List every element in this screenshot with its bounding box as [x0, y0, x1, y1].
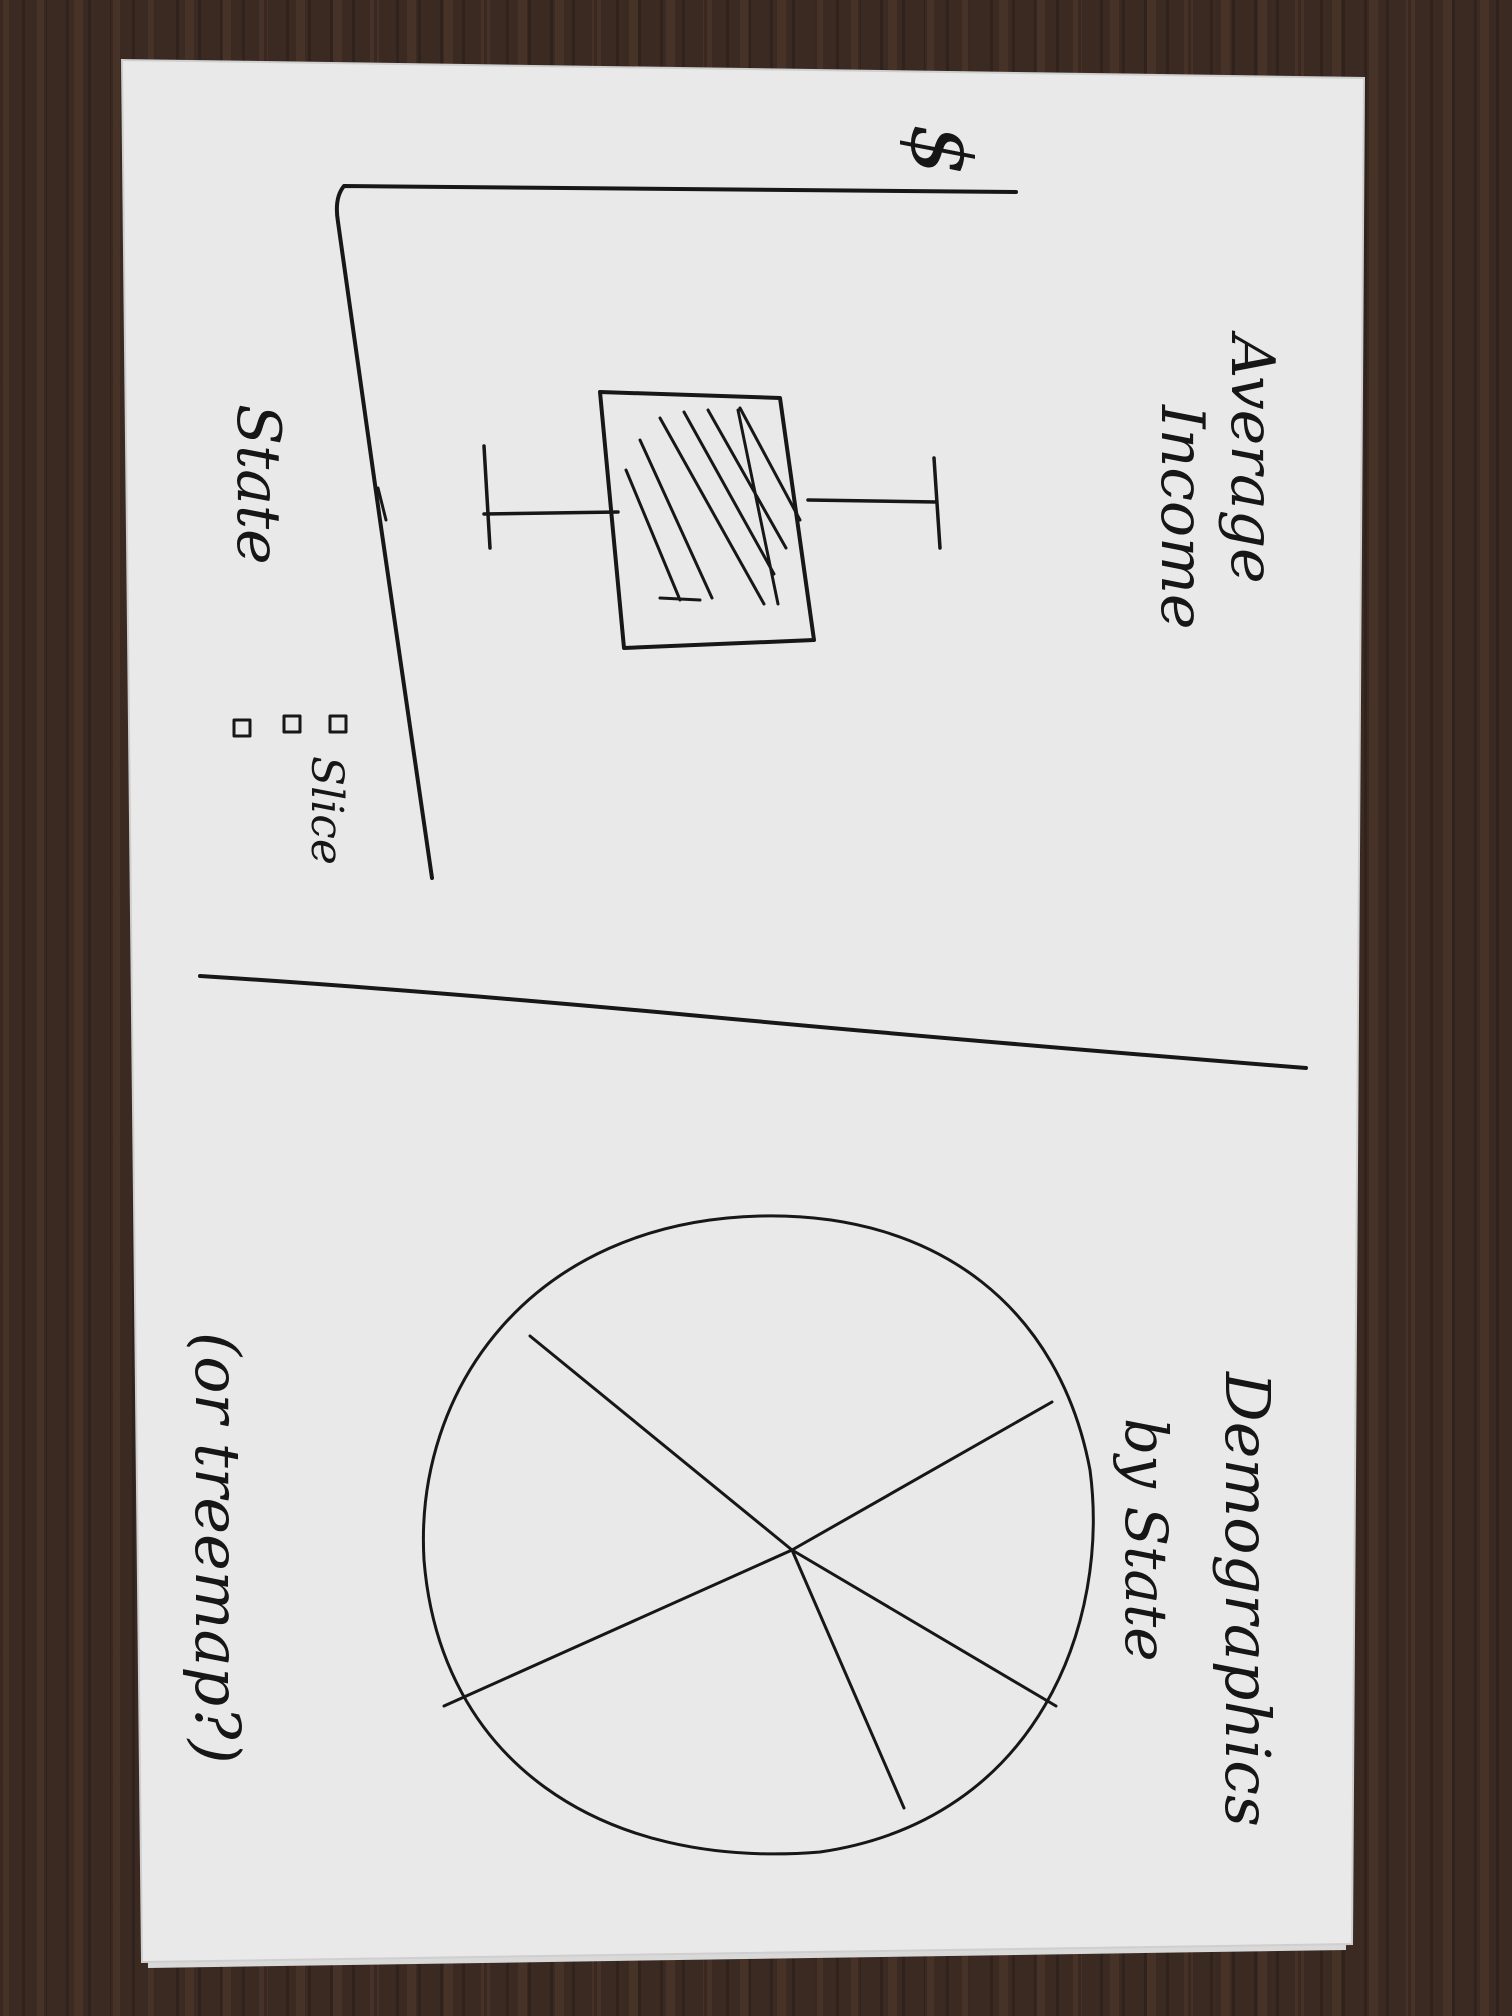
- y-axis-symbol: $: [892, 124, 987, 176]
- alternative-note: (or treemap?): [181, 1332, 254, 1764]
- top-title-line-1: Average: [1217, 330, 1287, 584]
- bottom-panel: Demographics by State (or treemap?): [181, 1214, 1284, 1856]
- checkbox[interactable]: [232, 718, 252, 738]
- bottom-title: Demographics by State: [1112, 1371, 1284, 1827]
- whisker-low-cap: [482, 444, 492, 550]
- pie-slice-line-4: [790, 1548, 906, 1810]
- whisker-high: [806, 498, 938, 504]
- checkbox[interactable]: [282, 714, 302, 734]
- checkbox-label: Slice: [301, 756, 352, 865]
- whisker-low: [482, 510, 620, 516]
- box-plot: [482, 390, 942, 650]
- box: [598, 390, 816, 650]
- box-hatching: [624, 406, 802, 606]
- whisker-high-cap: [932, 456, 942, 550]
- paper-sheet: [120, 58, 1366, 1968]
- pie-chart: [421, 1214, 1095, 1856]
- bottom-title-line-2: by State: [1112, 1418, 1180, 1662]
- chart-axis-frame: [334, 184, 1018, 880]
- top-title: Average Income: [1147, 330, 1287, 629]
- bottom-title-line-1: Demographics: [1211, 1371, 1284, 1827]
- checkbox[interactable]: [328, 714, 348, 734]
- pie-outline: [421, 1214, 1095, 1856]
- pie-slice-line-5: [442, 1548, 794, 1708]
- x-axis-label: State: [223, 404, 293, 565]
- axis-tick: [376, 486, 388, 522]
- pie-slice-line-3: [790, 1548, 1058, 1708]
- slice-checkboxes: Slice: [232, 714, 352, 865]
- pie-slice-line-1: [528, 1334, 794, 1552]
- panel-divider: [198, 974, 1308, 1070]
- top-panel: $ Average Income State Slice: [223, 124, 1287, 880]
- pie-slice-line-2: [790, 1400, 1054, 1552]
- top-title-line-2: Income: [1147, 404, 1217, 629]
